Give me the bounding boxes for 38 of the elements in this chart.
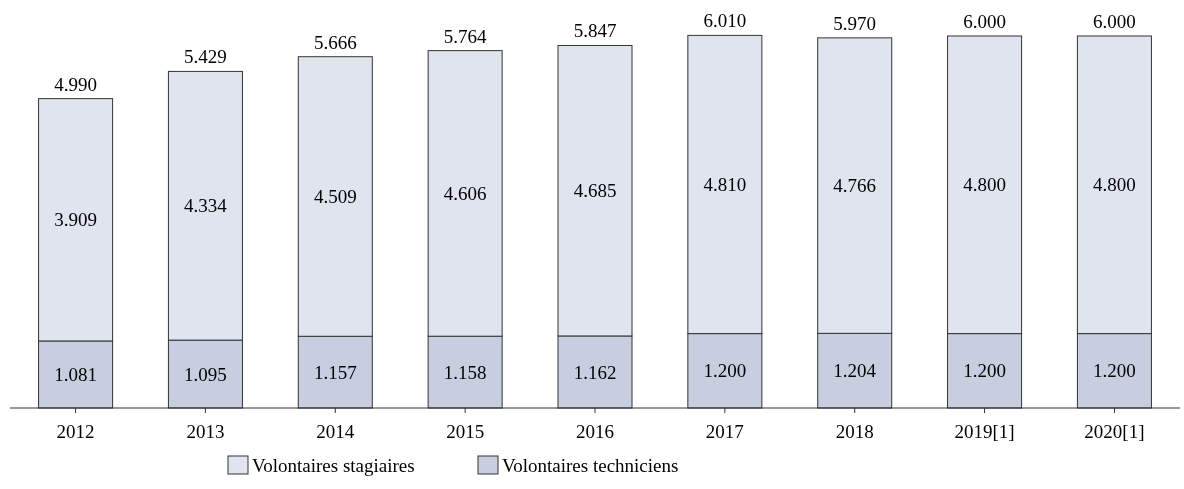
total-label: 5.764 <box>443 25 488 47</box>
data-label: 1.200 <box>963 360 1006 382</box>
x-tick-label: 2012 <box>56 420 95 442</box>
data-label: 4.800 <box>1093 174 1136 196</box>
data-label: 1.200 <box>1093 360 1136 382</box>
total-label: 6.010 <box>703 10 747 32</box>
total-label: 5.666 <box>313 31 357 53</box>
data-label: 1.095 <box>184 363 227 385</box>
legend-label: Volontaires techniciens <box>502 454 679 476</box>
x-tick-label: 2016 <box>576 420 614 442</box>
data-label: 1.158 <box>443 361 487 383</box>
data-label: 1.157 <box>313 361 357 383</box>
data-label: 1.162 <box>573 361 617 383</box>
x-tick-label: 2014 <box>316 420 355 442</box>
total-label: 5.847 <box>573 20 617 42</box>
total-label: 6.000 <box>963 11 1006 32</box>
x-tick-label: 2019[1] <box>954 420 1015 442</box>
x-tick-label: 2015 <box>446 420 485 442</box>
total-label: 5.429 <box>184 46 227 68</box>
data-label: 1.081 <box>54 364 97 386</box>
data-label: 4.685 <box>573 180 617 202</box>
x-tick-label: 2018 <box>835 420 874 442</box>
total-label: 4.990 <box>54 73 97 95</box>
x-tick-label: 2020[1] <box>1084 420 1145 442</box>
data-label: 4.800 <box>963 174 1006 196</box>
data-label: 4.606 <box>443 183 487 205</box>
total-label: 5.970 <box>833 12 877 34</box>
data-label: 1.200 <box>703 360 747 382</box>
x-tick-label: 2017 <box>705 420 744 442</box>
data-label: 3.909 <box>54 209 97 231</box>
data-label: 4.810 <box>703 174 747 196</box>
total-label: 6.000 <box>1093 11 1136 32</box>
x-tick-label: 2013 <box>186 420 225 442</box>
data-label: 4.766 <box>833 175 877 197</box>
data-label: 4.509 <box>313 186 357 208</box>
data-label: 1.204 <box>833 360 877 382</box>
legend-label: Volontaires stagiaires <box>252 454 415 476</box>
data-label: 4.334 <box>184 195 228 217</box>
